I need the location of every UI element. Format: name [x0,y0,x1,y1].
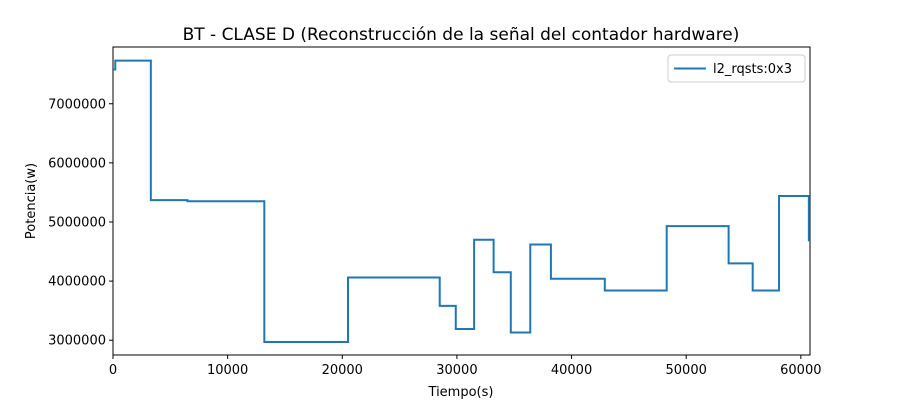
y-axis-ticks: 3000000 4000000 5000000 6000000 7000000 [48,97,113,349]
y-tick-label: 6000000 [48,156,106,171]
legend: l2_rqsts:0x3 [667,54,806,83]
x-tick-label: 10000 [207,363,248,378]
y-tick-label: 4000000 [48,275,106,290]
series-group [113,59,810,343]
x-axis-ticks: 0 10000 20000 30000 40000 50000 60000 [109,355,822,378]
axes-frame [112,46,811,356]
y-tick-label: 3000000 [48,334,106,349]
x-tick-label: 0 [109,363,117,378]
x-tick-label: 40000 [551,363,592,378]
y-tick-label: 5000000 [48,215,106,230]
series-line [113,59,810,343]
x-tick-label: 20000 [322,363,363,378]
legend-entry-label: l2_rqsts:0x3 [713,62,792,77]
x-axis-label: Tiempo(s) [428,385,494,400]
x-tick-label: 30000 [436,363,477,378]
x-tick-label: 60000 [780,363,821,378]
legend-box [667,54,806,83]
x-tick-label: 50000 [666,363,707,378]
chart-title: BT - CLASE D (Reconstrucción de la señal… [183,25,740,45]
y-tick-label: 7000000 [48,97,106,112]
plot-area [112,46,811,356]
y-axis-label: Potencia(w) [24,163,39,239]
